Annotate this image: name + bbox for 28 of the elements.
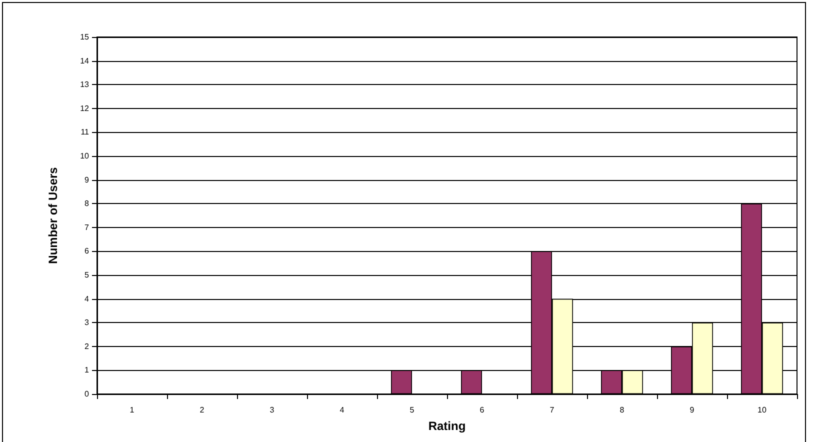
y-tick-label: 10	[80, 152, 90, 160]
y-tick-label: 13	[80, 80, 90, 90]
y-tick-label: 6	[84, 246, 90, 256]
x-tick-label: 2	[200, 406, 205, 414]
y-tick-label: 4	[84, 294, 90, 304]
y-tick-label: 5	[84, 270, 90, 280]
y-tick-label: 1	[84, 366, 90, 375]
y-tick-label: 2	[84, 342, 90, 351]
x-tick-label: 6	[480, 406, 485, 414]
y-tick-label: 12	[80, 104, 90, 113]
x-tick-label: 4	[340, 406, 345, 414]
x-tick-label: 8	[620, 406, 625, 414]
x-tick-label: 7	[550, 406, 555, 414]
x-tick-label: 1	[130, 406, 135, 414]
x-tick-label: 10	[758, 406, 767, 414]
x-tick-label: 9	[690, 406, 695, 414]
y-tick-label: 0	[84, 390, 90, 398]
y-tick-label: 9	[84, 175, 90, 184]
y-tick-label: 11	[80, 128, 90, 137]
y-tick-label: 3	[84, 318, 90, 328]
y-tick-label: 14	[80, 56, 90, 66]
x-axis-title: Rating	[428, 419, 466, 433]
x-tick-label: 5	[410, 406, 415, 414]
y-tick-label: 7	[84, 222, 90, 232]
y-axis-title: Number of Users	[46, 166, 60, 264]
x-tick-label: 3	[270, 406, 275, 414]
y-tick-label: 15	[80, 32, 90, 42]
y-tick-label: 8	[84, 199, 90, 208]
